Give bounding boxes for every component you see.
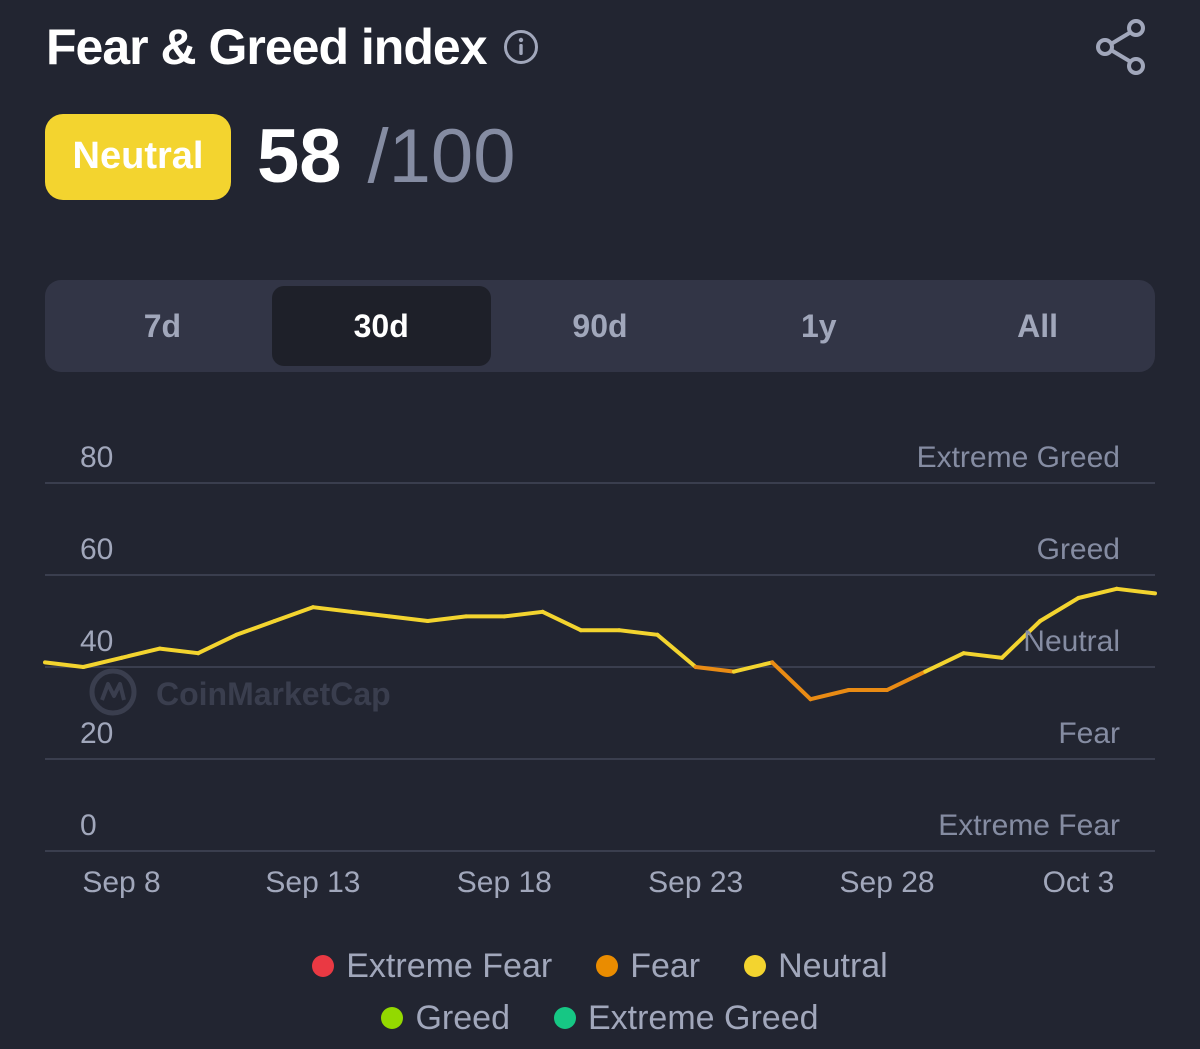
coinmarketcap-logo-icon xyxy=(89,668,137,716)
legend-item-greed[interactable]: Greed xyxy=(381,999,510,1038)
watermark-text: CoinMarketCap xyxy=(156,676,391,712)
series-line-segment xyxy=(272,605,315,623)
y-tick-label: 40 xyxy=(80,625,113,658)
zone-label: Extreme Greed xyxy=(917,441,1120,474)
legend: Extreme Fear Fear Neutral Greed Extreme … xyxy=(0,940,1200,1044)
legend-item-extreme-greed[interactable]: Extreme Greed xyxy=(553,998,819,1038)
score-row: Neutral 58 /100 xyxy=(45,113,515,200)
y-tick-label: 0 xyxy=(80,809,97,842)
page-title: Fear & Greed index xyxy=(46,18,539,76)
tab-1y[interactable]: 1y xyxy=(800,307,837,344)
score-max: /100 xyxy=(367,114,516,199)
y-tick-label: 60 xyxy=(80,533,113,566)
series-line-segment xyxy=(387,614,430,623)
series-line-segment xyxy=(310,605,354,614)
series-line-segment xyxy=(999,619,1043,660)
greed-dot-icon xyxy=(381,1007,404,1029)
legend-label: Fear xyxy=(630,946,701,985)
series-line-segment xyxy=(923,651,966,674)
series-line-segment xyxy=(540,609,583,633)
series-line-segment xyxy=(808,688,851,702)
series-line-segment xyxy=(1038,596,1081,623)
x-tick-label: Sep 13 xyxy=(265,866,360,899)
title-text: Fear & Greed index xyxy=(46,19,487,75)
series-line-segment xyxy=(693,665,736,674)
tab-all[interactable]: All xyxy=(1017,307,1059,344)
zone-label: Fear xyxy=(1058,717,1120,750)
fear-dot-icon xyxy=(596,955,619,977)
series-line-segment xyxy=(349,609,392,619)
series-line-segment xyxy=(1076,586,1119,600)
series-line-segment xyxy=(655,632,698,669)
x-tick-label: Sep 8 xyxy=(82,866,160,899)
time-range-tabs: 7d 30d 90d 1y All xyxy=(45,280,1155,372)
series-line-segment xyxy=(502,609,545,619)
zone-label: Extreme Fear xyxy=(938,809,1120,842)
series-line-segment xyxy=(961,651,1004,660)
legend-label: Extreme Fear xyxy=(346,946,553,985)
score-value: 58 xyxy=(257,114,342,199)
series-line-segment xyxy=(196,632,239,656)
y-tick-label: 80 xyxy=(80,441,113,474)
x-tick-label: Sep 18 xyxy=(457,866,552,899)
legend-item-extreme-fear[interactable]: Extreme Fear xyxy=(312,947,552,986)
legend-item-fear[interactable]: Fear xyxy=(596,947,700,986)
info-icon[interactable] xyxy=(503,29,539,65)
series-line-segment xyxy=(885,669,928,692)
series-line-segment xyxy=(731,660,775,674)
series-line-segment xyxy=(119,646,162,660)
sentiment-badge: Neutral xyxy=(45,113,231,200)
neutral-dot-icon xyxy=(744,955,767,977)
x-tick-label: Oct 3 xyxy=(1043,866,1115,899)
tab-30d[interactable]: 30d xyxy=(271,286,491,366)
series-line-segment xyxy=(81,655,124,669)
legend-label: Neutral xyxy=(778,946,888,985)
zone-label: Neutral xyxy=(1023,625,1120,658)
tab-90d[interactable]: 90d xyxy=(572,307,628,344)
series-line-segment xyxy=(157,646,201,656)
watermark: CoinMarketCap xyxy=(89,668,391,716)
fear-greed-chart: CoinMarketCap 80 Extreme Greed 60 Greed 40 Ne… xyxy=(43,441,1157,899)
tab-7d[interactable]: 7d xyxy=(143,307,182,344)
legend-label: Greed xyxy=(415,998,510,1037)
series-line-segment xyxy=(425,614,469,623)
series-line-segment xyxy=(43,660,86,669)
series-line-segment xyxy=(1114,586,1157,596)
zone-label: Greed xyxy=(1037,533,1120,566)
series-line-segment xyxy=(617,628,660,637)
legend-item-neutral[interactable]: Neutral xyxy=(744,947,888,986)
legend-label: Extreme Greed xyxy=(587,998,819,1037)
series-line-segment xyxy=(234,619,277,637)
x-tick-label: Sep 23 xyxy=(648,866,743,899)
share-icon[interactable] xyxy=(1092,16,1152,78)
series-line-segment xyxy=(770,660,813,702)
extreme-greed-dot-icon xyxy=(553,1007,576,1029)
x-tick-label: Sep 28 xyxy=(840,866,935,899)
y-tick-label: 20 xyxy=(80,717,113,750)
extreme-fear-dot-icon xyxy=(312,955,335,977)
